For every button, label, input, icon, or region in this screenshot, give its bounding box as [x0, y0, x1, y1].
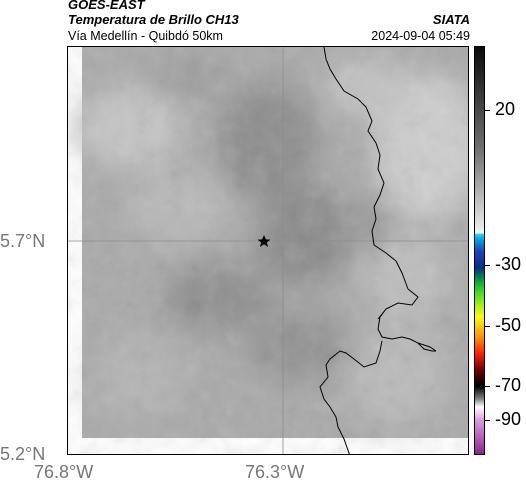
colorbar-label: -30 [495, 254, 522, 274]
longitude-label: 76.3°W [245, 462, 305, 482]
colorbar-tick [485, 265, 490, 266]
colorbar-label: -50 [495, 315, 522, 335]
satellite-map[interactable] [67, 46, 469, 455]
organization-label: SIATA [432, 12, 470, 27]
latitude-label: 5.2°N [0, 444, 46, 464]
product-title: Temperatura de Brillo CH13 [68, 12, 239, 27]
colorbar-label: 20 [495, 99, 516, 119]
colorbar-label: -70 [495, 375, 522, 395]
colorbar-gradient [475, 47, 484, 454]
colorbar-tick [485, 326, 490, 327]
star-icon [257, 235, 271, 247]
colorbar [474, 46, 485, 455]
colorbar-tick [485, 386, 490, 387]
satellite-title: GOES-EAST [68, 0, 145, 12]
administrative-border [319, 47, 437, 454]
timestamp: 2024-09-04 05:49 [371, 29, 470, 43]
latitude-label: 5.7°N [0, 231, 46, 251]
brightness-temperature-image [68, 47, 468, 454]
colorbar-label: -90 [495, 409, 522, 429]
longitude-label: 76.8°W [34, 462, 94, 482]
colorbar-tick [485, 420, 490, 421]
colorbar-tick [485, 110, 490, 111]
region-subtitle: Vía Medellín - Quibdó 50km [68, 29, 223, 43]
